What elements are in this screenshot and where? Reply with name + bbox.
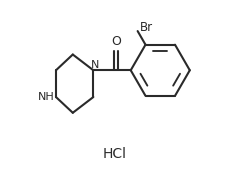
Text: Br: Br	[139, 21, 152, 34]
Text: HCl: HCl	[103, 147, 126, 161]
Text: N: N	[91, 60, 99, 70]
Text: O: O	[111, 35, 120, 48]
Text: NH: NH	[38, 92, 54, 102]
